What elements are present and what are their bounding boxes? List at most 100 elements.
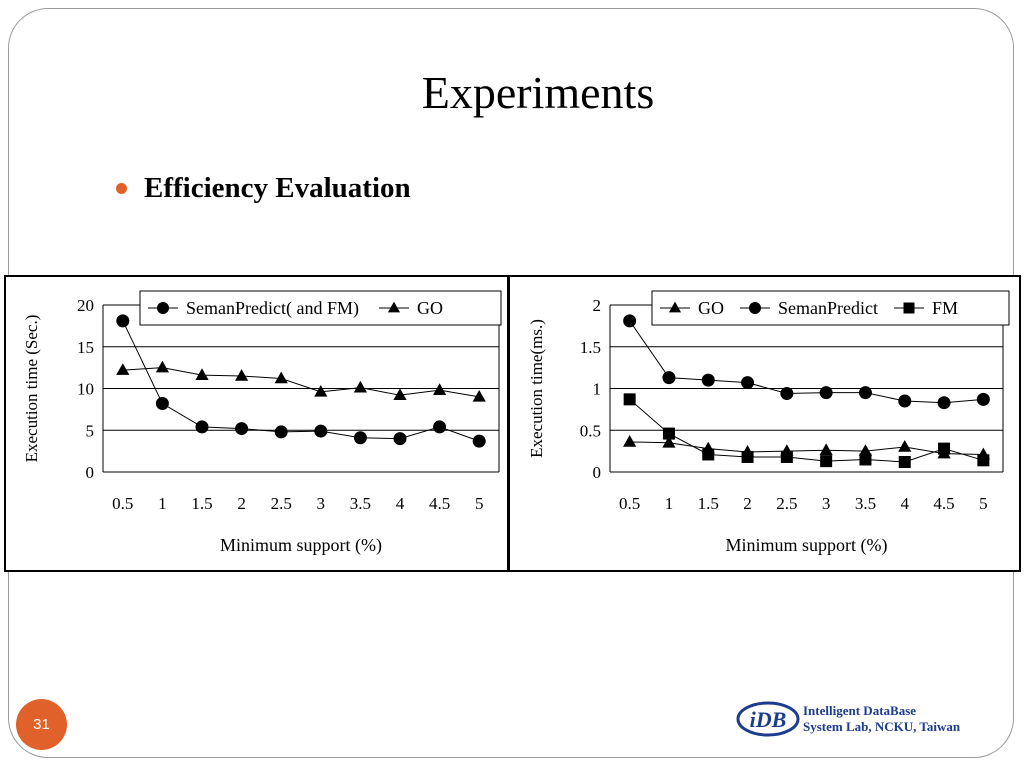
- x-tick-label: 4.5: [429, 494, 450, 513]
- logo-line-2: System Lab, NCKU, Taiwan: [803, 719, 961, 734]
- data-point-1-5: [314, 384, 328, 397]
- legend-marker: [668, 301, 682, 313]
- data-point-2-2: [702, 448, 715, 461]
- data-point-0-1: [155, 397, 169, 411]
- y-tick-label: 1.5: [580, 338, 601, 357]
- data-point-0-3: [235, 422, 249, 436]
- lab-logo-icon: iDB: [736, 701, 800, 737]
- data-point-0-8: [433, 420, 447, 434]
- data-point-1-1: [662, 371, 676, 385]
- legend-marker: [749, 302, 761, 314]
- bullet-dot: [116, 183, 127, 194]
- data-point-0-7: [393, 432, 407, 446]
- data-point-0-0: [116, 314, 130, 328]
- data-point-0-0: [623, 435, 637, 447]
- data-point-2-6: [859, 453, 872, 466]
- y-tick-label: 20: [77, 296, 94, 315]
- x-tick-label: 5: [979, 494, 988, 513]
- data-point-1-7: [898, 394, 912, 408]
- x-tick-label: 1.5: [698, 494, 719, 513]
- bullet-text: Efficiency Evaluation: [144, 172, 411, 204]
- data-point-1-2: [195, 368, 209, 380]
- data-point-2-8: [938, 442, 951, 455]
- data-point-0-7: [898, 440, 912, 452]
- series-line-0: [122, 320, 480, 442]
- page-number: 31: [16, 699, 67, 750]
- data-point-1-3: [235, 369, 249, 381]
- legend-marker: [903, 302, 915, 314]
- data-point-2-9: [977, 454, 990, 467]
- data-point-1-6: [353, 380, 367, 393]
- legend-label-1: GO: [417, 298, 443, 318]
- x-tick-label: 2.5: [776, 494, 797, 513]
- data-point-0-1: [662, 435, 676, 448]
- data-point-2-5: [820, 455, 833, 468]
- data-point-1-5: [819, 386, 833, 400]
- slide-title: Experiments: [421, 67, 655, 118]
- data-point-1-1: [155, 360, 169, 373]
- y-tick-label: 0.5: [580, 421, 601, 440]
- legend-marker: [387, 301, 401, 313]
- data-point-1-8: [433, 383, 447, 395]
- legend-box: [651, 290, 1010, 326]
- data-point-1-7: [393, 388, 407, 400]
- x-tick-label: 3: [822, 494, 831, 513]
- y-tick-label: 1: [593, 380, 602, 399]
- x-tick-label: 3.5: [855, 494, 876, 513]
- x-tick-label: 1: [665, 494, 674, 513]
- data-point-2-0: [623, 393, 636, 406]
- data-point-0-6: [858, 444, 873, 456]
- data-point-0-6: [353, 431, 367, 445]
- x-tick-label: 4.5: [933, 494, 954, 513]
- x-tick-label: 2: [237, 494, 246, 513]
- data-point-0-2: [195, 420, 209, 434]
- y-tick-label: 0: [86, 463, 95, 482]
- logo-line-1: Intelligent DataBase: [803, 703, 917, 718]
- data-point-0-9: [472, 434, 486, 448]
- legend-box: [139, 290, 502, 326]
- y-tick-label: 2: [593, 296, 602, 315]
- y-tick-label: 5: [86, 421, 95, 440]
- data-point-0-5: [314, 424, 328, 438]
- series-line-1: [122, 367, 480, 398]
- legend-label-1: SemanPredict: [778, 298, 878, 318]
- lab-logo-text: Intelligent DataBase System Lab, NCKU, T…: [803, 703, 960, 735]
- legend: SemanPredict( and FM) GO: [139, 290, 502, 326]
- legend-label-0: GO: [698, 298, 724, 318]
- series-line-2: [629, 398, 984, 463]
- chart-left-svg: 0 5 10 15 20 0.5 1 1.5 2 2.5 3 3.5 4 4.5 5 Minimum supp…: [22, 290, 502, 556]
- series-line-1: [629, 320, 984, 404]
- chart-right-svg: 0 0.5 1 1.5 2 0.5 1 1.5 2 2.5 3 3.5 4 4.5 5 Minimum sup…: [527, 290, 1010, 556]
- x-axis-title: Minimum support (%): [220, 535, 382, 556]
- x-tick-label: 5: [475, 494, 484, 513]
- y-axis-title: Execution time(ms.): [527, 319, 546, 458]
- data-point-2-7: [898, 455, 911, 468]
- y-tick-label: 15: [77, 338, 94, 357]
- x-axis-title: Minimum support (%): [726, 535, 888, 556]
- x-tick-label: 2: [743, 494, 752, 513]
- data-point-1-4: [274, 371, 288, 384]
- chart-left: 0 5 10 15 20 0.5 1 1.5 2 2.5 3 3.5 4 4.5 5 Minimum supp…: [4, 275, 509, 572]
- x-tick-label: 0.5: [619, 494, 640, 513]
- x-tick-label: 4: [396, 494, 405, 513]
- data-point-1-3: [741, 376, 755, 390]
- data-point-1-0: [116, 363, 130, 375]
- x-tick-label: 1.5: [191, 494, 212, 513]
- svg-text:iDB: iDB: [750, 707, 787, 732]
- data-point-1-4: [780, 387, 794, 401]
- data-point-1-8: [937, 396, 951, 410]
- chart-right: 0 0.5 1 1.5 2 0.5 1 1.5 2 2.5 3 3.5 4 4.5 5 Minimum sup…: [508, 275, 1021, 572]
- y-tick-label: 0: [593, 463, 602, 482]
- series-line-0: [629, 441, 984, 455]
- data-point-1-9: [976, 392, 990, 406]
- data-point-2-3: [741, 450, 754, 463]
- data-point-1-6: [858, 386, 872, 400]
- legend-label-2: FM: [932, 298, 958, 318]
- x-tick-label: 3.5: [350, 494, 371, 513]
- data-point-2-4: [780, 450, 793, 463]
- data-point-1-2: [701, 373, 715, 387]
- x-tick-label: 4: [901, 494, 910, 513]
- data-point-2-1: [662, 427, 675, 440]
- data-point-0-5: [819, 443, 833, 456]
- data-point-0-4: [274, 425, 288, 439]
